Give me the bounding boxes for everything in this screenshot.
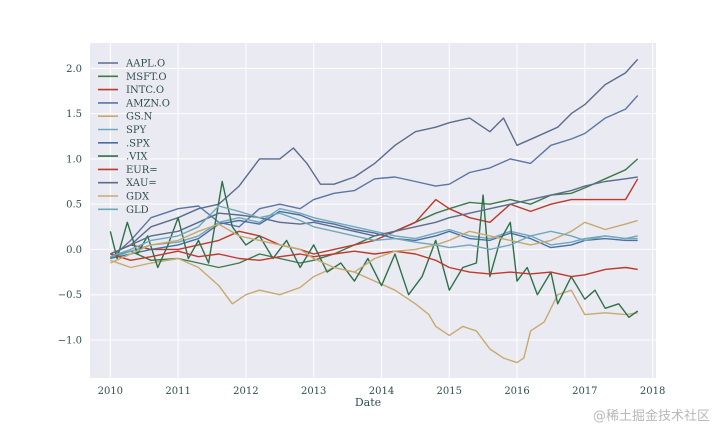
x-tick-labels: 2010 2011 2012 2013 2014 2015 2016 2017 2018 bbox=[98, 386, 666, 397]
x-axis-label: Date bbox=[355, 396, 381, 409]
y-tick-labels: −1.0 −0.5 0.0 0.5 1.0 1.5 2.0 bbox=[58, 64, 82, 347]
legend-label: GDX bbox=[126, 192, 150, 203]
x-tick-label: 2016 bbox=[504, 386, 529, 397]
x-tick-label: 2017 bbox=[572, 386, 597, 397]
series-line-gdx bbox=[110, 219, 638, 273]
series-line-spx bbox=[110, 210, 638, 260]
legend: AAPL.O MSFT.O INTC.O AMZN.O GS.N SPY .SPX .VIX E… bbox=[98, 59, 170, 216]
legend-label: AMZN.O bbox=[125, 98, 170, 109]
legend-label: MSFT.O bbox=[126, 72, 167, 83]
y-tick-label: 1.0 bbox=[66, 154, 82, 165]
series-line-eur bbox=[110, 250, 638, 278]
x-tick-label: 2015 bbox=[437, 386, 462, 397]
plot-background bbox=[90, 43, 656, 378]
series-line-xau bbox=[110, 176, 638, 255]
x-tick-label: 2012 bbox=[233, 386, 258, 397]
legend-label: GS.N bbox=[126, 112, 153, 123]
legend-label: XAU= bbox=[126, 178, 157, 189]
series-line-vix bbox=[109, 180, 639, 318]
x-tick-label: 2014 bbox=[369, 386, 394, 397]
legend-label: AAPL.O bbox=[125, 59, 165, 70]
y-tick-label: −1.0 bbox=[58, 335, 82, 346]
legend-label: GLD bbox=[126, 205, 149, 216]
x-tick-label: 2010 bbox=[98, 386, 123, 397]
series-line-gld bbox=[110, 205, 638, 258]
legend-label: INTC.O bbox=[126, 85, 164, 96]
y-tick-label: −0.5 bbox=[58, 290, 82, 301]
legend-label: EUR= bbox=[126, 165, 158, 176]
x-tick-label: 2011 bbox=[165, 386, 190, 397]
series-line-aaplo bbox=[110, 58, 639, 255]
watermark: @稀土掘金技术社区 bbox=[592, 409, 710, 424]
legend-label: SPY bbox=[126, 125, 147, 136]
y-tick-label: 0.0 bbox=[66, 245, 82, 256]
y-tick-label: 0.5 bbox=[66, 200, 82, 211]
x-tick-label: 2013 bbox=[301, 386, 326, 397]
series-lines bbox=[109, 58, 639, 364]
legend-label: .VIX bbox=[126, 152, 148, 163]
x-tick-label: 2018 bbox=[640, 386, 665, 397]
series-line-gsn bbox=[110, 257, 638, 364]
y-tick-label: 1.5 bbox=[66, 109, 82, 120]
y-tick-label: 2.0 bbox=[66, 64, 82, 75]
series-line-amzno bbox=[109, 95, 639, 260]
legend-label: .SPX bbox=[126, 138, 151, 149]
